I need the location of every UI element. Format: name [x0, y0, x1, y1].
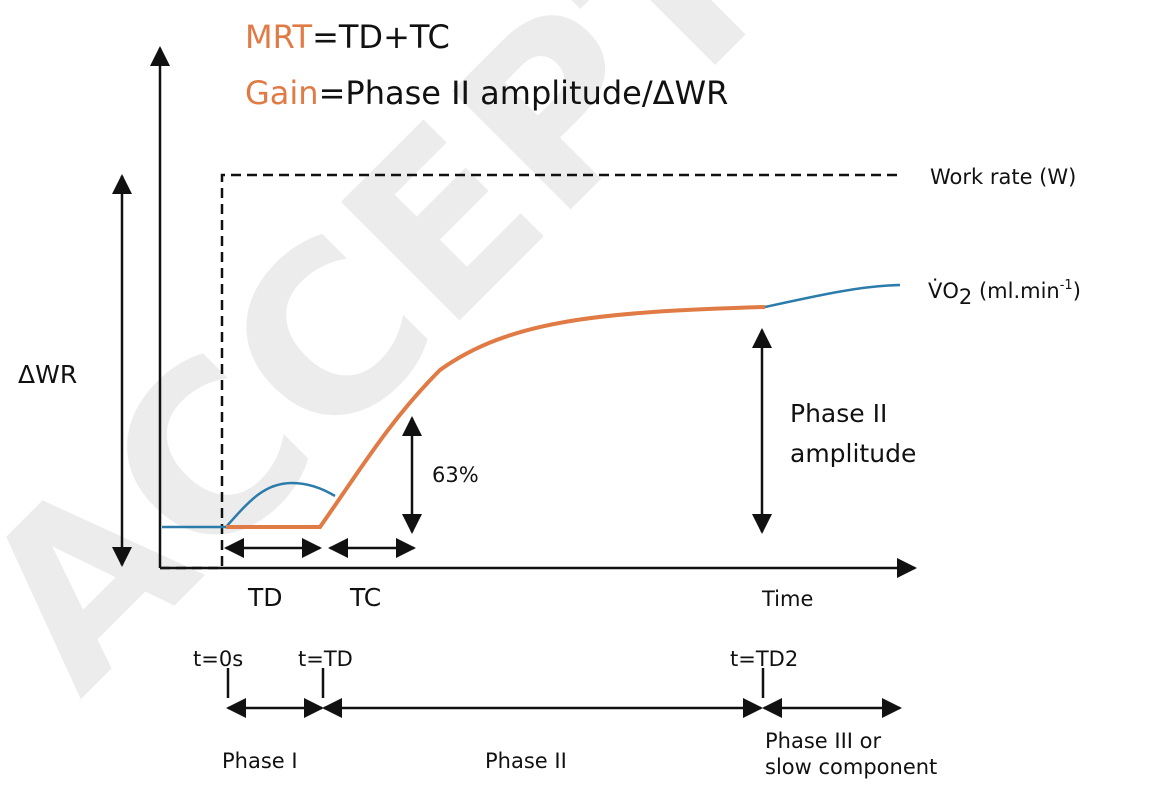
axes — [150, 46, 917, 578]
formula: Gain=Phase II amplitude/ΔWR — [245, 74, 728, 112]
label: ΔWR — [18, 360, 77, 389]
label: 63% — [432, 463, 479, 487]
label: t=TD — [298, 647, 353, 671]
label: TC — [349, 583, 381, 612]
label: Work rate (W) — [930, 165, 1076, 189]
label: slow component — [765, 755, 937, 779]
label: Phase III or — [765, 729, 881, 753]
label: t=0s — [193, 647, 243, 671]
label: TD — [247, 583, 283, 612]
label: Phase I — [222, 749, 298, 773]
arrows — [112, 174, 902, 718]
label: Time — [761, 587, 813, 611]
label: amplitude — [790, 439, 916, 468]
label: V̇O2 (ml.min-1) — [928, 278, 1081, 309]
phase1-bump — [225, 481, 336, 528]
vo2-curve — [226, 305, 766, 529]
timeline-ticks — [226, 668, 765, 698]
slow-component — [764, 283, 901, 309]
label: t=TD2 — [730, 647, 798, 671]
label: Phase II — [790, 399, 887, 428]
work-rate-line — [160, 173, 900, 570]
formula: MRT=TD+TC — [245, 18, 450, 56]
label: Phase II — [485, 749, 567, 773]
